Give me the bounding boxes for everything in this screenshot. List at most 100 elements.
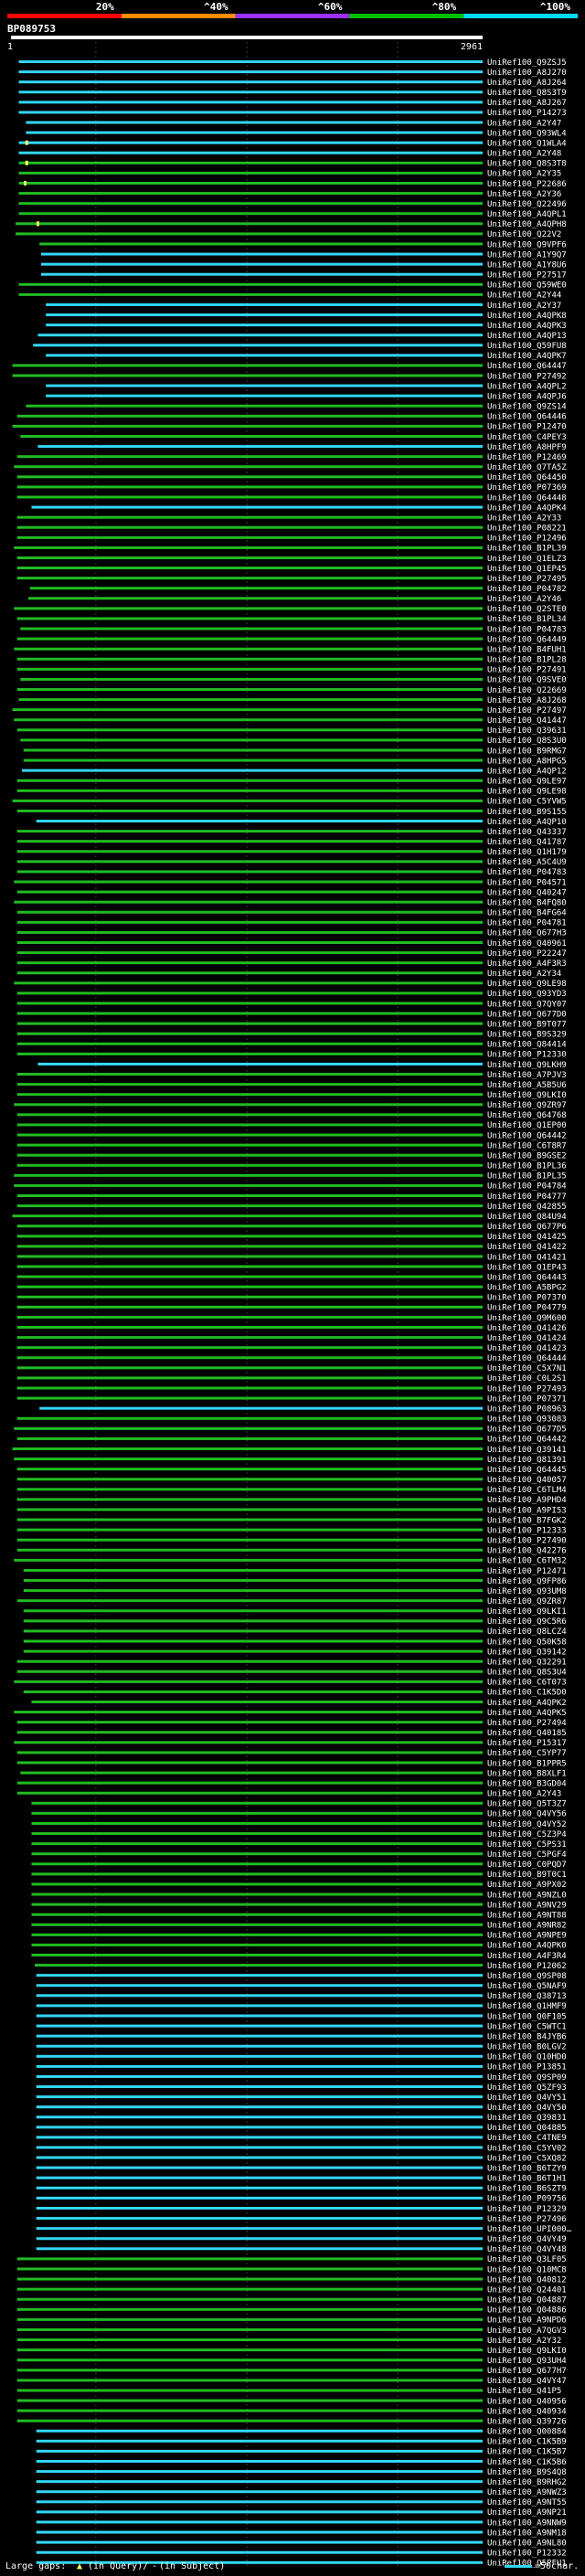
hit-bar (23, 1649, 484, 1653)
hit-bar (36, 2429, 484, 2433)
hit-label: UniRef100_A2Y44 (487, 292, 561, 301)
hit-bar (16, 920, 484, 924)
hit-bar (31, 505, 483, 509)
hit-bar (39, 242, 484, 246)
hit-bar (26, 121, 484, 124)
hit-bar (16, 535, 484, 539)
hit-label: UniRef100_Q50K58 (487, 1638, 567, 1647)
hit-label: UniRef100_Q40247 (487, 888, 567, 897)
hit-label: UniRef100_B9GSE2 (487, 1151, 567, 1161)
hit-label: UniRef100_A4F3R3 (487, 959, 567, 969)
hit-label: UniRef100_Q8S3U4 (487, 1669, 567, 1678)
hit-label: UniRef100_Q81391 (487, 1456, 567, 1465)
hit-bar (18, 151, 483, 154)
hit-bar (31, 1903, 483, 1906)
hit-label: UniRef100_A9NT88 (487, 1911, 567, 1920)
hit-label: UniRef100_B1PL34 (487, 615, 567, 624)
hit-bar (16, 910, 484, 914)
axis-start-label: 1 (7, 42, 13, 52)
legend-scale-label: =50char. (535, 2561, 579, 2571)
hit-bar (36, 2530, 484, 2534)
hit-label: UniRef100_Q93WL4 (487, 129, 567, 138)
hit-label: UniRef100_Q9LE98 (487, 980, 567, 989)
hit-label: UniRef100_Q22669 (487, 686, 567, 695)
hit-bar (14, 1741, 484, 1744)
hit-label: UniRef100_Q43337 (487, 828, 567, 837)
hit-label: UniRef100_P12329 (487, 2205, 567, 2214)
hit-label: UniRef100_Q8S3T8 (487, 160, 567, 169)
hit-label: UniRef100_P04783 (487, 625, 567, 634)
hit-label: UniRef100_Q40812 (487, 2275, 567, 2284)
hit-bar (16, 890, 484, 894)
hit-label: UniRef100_B4FG64 (487, 909, 567, 918)
hit-label: UniRef100_A4QPL2 (487, 382, 567, 391)
hit-bar (18, 80, 483, 84)
legend-large-gaps: Large gaps: (5, 2561, 66, 2571)
hit-bar (16, 2369, 484, 2372)
hit-label: UniRef100_A9PI53 (487, 1506, 567, 1515)
hit-label: UniRef100_P15317 (487, 1739, 567, 1748)
hit-bar (16, 485, 484, 489)
hit-label: UniRef100_Q00884 (487, 2428, 567, 2437)
hit-bar (14, 880, 484, 884)
hit-bar (16, 1275, 484, 1278)
hit-label: UniRef100_Q64443 (487, 1273, 567, 1282)
hit-label: UniRef100_A2Y35 (487, 170, 561, 179)
hit-bar (31, 1913, 483, 1916)
hit-label: UniRef100_C5XQ82 (487, 2154, 567, 2163)
hit-bar (16, 779, 484, 782)
hit-label: UniRef100_C5PGF4 (487, 1850, 567, 1860)
hit-bar (36, 2166, 484, 2169)
hit-label: UniRef100_C5YV02 (487, 2144, 567, 2153)
hit-label: UniRef100_Q9SP08 (487, 1972, 567, 1981)
hit-bar (12, 364, 484, 367)
hit-label: UniRef100_B3GD04 (487, 1779, 567, 1788)
hit-label: UniRef100_Q39141 (487, 1446, 567, 1455)
hit-label: UniRef100_A4QPH8 (487, 220, 567, 229)
hit-label: UniRef100_P12469 (487, 453, 567, 462)
hit-label: UniRef100_P14273 (487, 109, 567, 118)
hit-bar (16, 1305, 484, 1309)
hit-bar (16, 2327, 484, 2331)
hit-bar (16, 1032, 484, 1035)
hit-bar (16, 1083, 484, 1087)
hit-bar (18, 182, 483, 185)
hit-bar (16, 1498, 484, 1501)
hit-bar (31, 1933, 483, 1936)
hit-label: UniRef100_Q24401 (487, 2285, 567, 2295)
hit-label: UniRef100_Q677H7 (487, 2367, 567, 2376)
hit-label: UniRef100_A9NP21 (487, 2508, 567, 2518)
hit-bar (16, 556, 484, 559)
hit-bar (14, 546, 484, 549)
hit-bar (36, 2540, 484, 2544)
hit-bar (16, 2267, 484, 2271)
hit-label: UniRef100_Q9ZR87 (487, 1597, 567, 1606)
gap-marker (25, 140, 28, 145)
hit-bar (36, 2004, 484, 2008)
hit-bar (16, 1153, 484, 1157)
hit-bar (18, 698, 483, 702)
legend-scale-bar (505, 2565, 532, 2568)
hit-label: UniRef100_Q10HD0 (487, 2053, 567, 2062)
hit-label: UniRef100_Q9LE97 (487, 778, 567, 787)
hit-bar (18, 90, 483, 94)
hit-label: UniRef100_C6T073 (487, 1679, 567, 1688)
hit-bar (34, 1964, 483, 1967)
hit-bar (39, 1406, 484, 1410)
hit-label: UniRef100_Q59WE0 (487, 281, 567, 291)
hit-label: UniRef100_B9S4Q8 (487, 2468, 567, 2477)
hit-bar (26, 404, 484, 408)
hit-label: UniRef100_A4QP13 (487, 332, 567, 341)
hit-label: UniRef100_B1PL28 (487, 656, 567, 665)
hit-bar (16, 2297, 484, 2301)
hit-bar (31, 1882, 483, 1886)
hit-label: UniRef100_A4QPK2 (487, 1699, 567, 1708)
hit-bar (16, 637, 484, 641)
hit-label: UniRef100_Q22496 (487, 200, 567, 209)
hit-bar (36, 2156, 484, 2159)
hit-label: UniRef100_P12062 (487, 1962, 567, 1971)
hit-bar (16, 1791, 484, 1795)
hit-label: UniRef100_Q7QY07 (487, 1000, 567, 1009)
hit-label: UniRef100_Q64446 (487, 413, 567, 422)
